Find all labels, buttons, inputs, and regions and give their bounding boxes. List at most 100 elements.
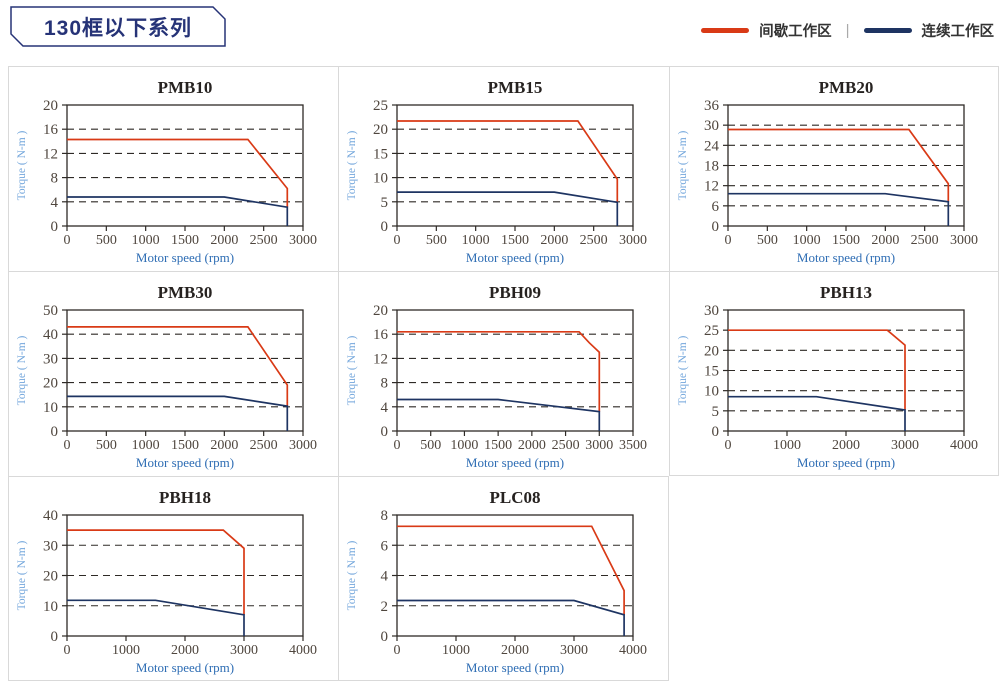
- x-tick-label: 1000: [773, 438, 801, 453]
- x-tick-label: 3000: [289, 438, 317, 453]
- series-line-intermittent: [67, 529, 245, 615]
- x-tick-label: 500: [96, 233, 117, 248]
- chart-pbh09: 0 500 1000 1500 2000 2500 3000 3500 0 4 8 12 16 20 PBH…: [346, 283, 647, 470]
- y-tick-label: 30: [43, 538, 58, 554]
- x-tick-label: 2500: [250, 233, 278, 248]
- series-line-intermittent: [67, 326, 289, 407]
- series-line-intermittent: [397, 525, 626, 615]
- x-tick-label: 2000: [832, 438, 860, 453]
- y-tick-label: 15: [373, 146, 388, 162]
- y-tick-label: 20: [43, 98, 58, 114]
- chart-title: PBH09: [489, 283, 541, 302]
- y-tick-label: 10: [43, 400, 58, 416]
- y-axis-label: Torque ( N-m ): [16, 335, 28, 405]
- y-tick-label: 25: [704, 323, 719, 339]
- legend-label-intermittent: 间歇工作区: [759, 24, 832, 40]
- y-tick-label: 30: [704, 118, 719, 134]
- series-line-intermittent: [67, 138, 289, 208]
- x-tick-label: 1000: [442, 643, 470, 658]
- x-tick-label: 1500: [171, 233, 199, 248]
- y-tick-label: 10: [704, 384, 719, 400]
- y-tick-label: 0: [381, 219, 389, 235]
- chart-legend: 间歇工作区 | 连续工作区: [701, 20, 994, 41]
- x-tick-label: 4000: [289, 643, 317, 658]
- chart-cell-pmb30: 0 500 1000 1500 2000 2500 3000 0 10 20 30 40 50 PMB30…: [8, 271, 339, 476]
- legend-item-intermittent: 间歇工作区: [701, 20, 832, 41]
- x-axis-label: Motor speed (rpm): [136, 455, 234, 470]
- x-tick-label: 0: [394, 643, 401, 658]
- chart-cell-plc08: 0 1000 2000 3000 4000 0 2 4 6 8 PLC08 Motor speed (…: [338, 476, 669, 681]
- legend-label-continuous: 连续工作区: [921, 24, 995, 40]
- x-tick-label: 2500: [580, 233, 608, 248]
- intermittent-line-swatch: [701, 28, 750, 33]
- x-tick-label: 500: [756, 233, 777, 248]
- y-tick-label: 36: [704, 98, 720, 114]
- y-tick-label: 4: [51, 195, 59, 211]
- x-tick-label: 3500: [619, 438, 647, 453]
- y-tick-label: 24: [704, 138, 720, 154]
- y-tick-label: 16: [373, 327, 389, 343]
- y-axis-label: Torque ( N-m ): [346, 335, 358, 405]
- series-line-continuous: [67, 395, 289, 431]
- x-tick-label: 1500: [501, 233, 529, 248]
- chart-pmb10: 0 500 1000 1500 2000 2500 3000 0 4 8 12 16 20 PMB10 Mo…: [16, 78, 317, 265]
- x-tick-label: 1500: [171, 438, 199, 453]
- x-axis-label: Motor speed (rpm): [136, 250, 234, 265]
- y-tick-label: 25: [373, 98, 388, 114]
- chart-plc08: 0 1000 2000 3000 4000 0 2 4 6 8 PLC08 Motor speed (…: [346, 488, 647, 675]
- plot-frame: [396, 309, 634, 432]
- continuous-line-swatch: [863, 28, 912, 33]
- y-tick-label: 5: [381, 195, 389, 211]
- plot-frame: [66, 309, 304, 432]
- x-tick-label: 1000: [792, 233, 820, 248]
- x-tick-label: 0: [394, 438, 401, 453]
- series-line-intermittent: [727, 329, 906, 410]
- x-tick-label: 500: [96, 438, 117, 453]
- x-tick-label: 2000: [501, 643, 529, 658]
- page-header: 130框以下系列 间歇工作区 | 连续工作区: [0, 0, 1006, 66]
- y-tick-label: 20: [704, 343, 719, 359]
- chart-title: PMB15: [488, 78, 543, 97]
- x-tick-label: 1000: [132, 438, 160, 453]
- chart-cell-pmb20: 0 500 1000 1500 2000 2500 3000 0 6 12 18 24 30 36 PMB2…: [668, 66, 999, 271]
- x-tick-label: 4000: [619, 643, 647, 658]
- x-axis-label: Motor speed (rpm): [796, 455, 894, 470]
- chart-pbh13: 0 1000 2000 3000 4000 0 5 10 15 20 25 30 PBH13 Motor …: [677, 283, 978, 470]
- series-line-continuous: [727, 192, 949, 226]
- y-tick-label: 18: [704, 159, 719, 175]
- y-axis-label: Torque ( N-m ): [16, 130, 28, 200]
- chart-pmb30: 0 500 1000 1500 2000 2500 3000 0 10 20 30 40 50 PMB30…: [16, 283, 317, 470]
- series-line-intermittent: [397, 120, 619, 203]
- x-tick-label: 4000: [950, 438, 978, 453]
- y-tick-label: 12: [43, 146, 58, 162]
- chart-title: PLC08: [490, 488, 541, 507]
- y-tick-label: 0: [381, 629, 389, 645]
- y-tick-label: 2: [381, 599, 389, 615]
- chart-cell-pbh13: 0 1000 2000 3000 4000 0 5 10 15 20 25 30 PBH13 Motor …: [668, 271, 999, 476]
- x-tick-label: 1000: [462, 233, 490, 248]
- y-tick-label: 0: [51, 629, 59, 645]
- page-title: 130框以下系列: [43, 16, 193, 40]
- x-tick-label: 2500: [552, 438, 580, 453]
- series-line-continuous: [397, 191, 619, 226]
- y-tick-label: 4: [381, 400, 389, 416]
- y-tick-label: 30: [43, 351, 58, 367]
- y-tick-label: 6: [711, 199, 719, 215]
- x-tick-label: 0: [64, 438, 71, 453]
- series-line-continuous: [67, 196, 289, 226]
- x-tick-label: 2000: [541, 233, 569, 248]
- x-tick-label: 2000: [210, 438, 238, 453]
- y-tick-label: 0: [51, 424, 59, 440]
- y-tick-label: 0: [381, 424, 389, 440]
- y-tick-label: 6: [381, 538, 389, 554]
- x-tick-label: 3000: [950, 233, 978, 248]
- y-tick-label: 0: [51, 219, 59, 235]
- x-tick-label: 0: [724, 233, 731, 248]
- y-axis-label: Torque ( N-m ): [346, 540, 358, 610]
- y-tick-label: 10: [43, 599, 58, 615]
- series-line-continuous: [397, 599, 626, 636]
- series-line-intermittent: [397, 330, 601, 412]
- x-tick-label: 500: [426, 233, 447, 248]
- y-tick-label: 30: [704, 303, 719, 319]
- chart-title: PMB20: [818, 78, 873, 97]
